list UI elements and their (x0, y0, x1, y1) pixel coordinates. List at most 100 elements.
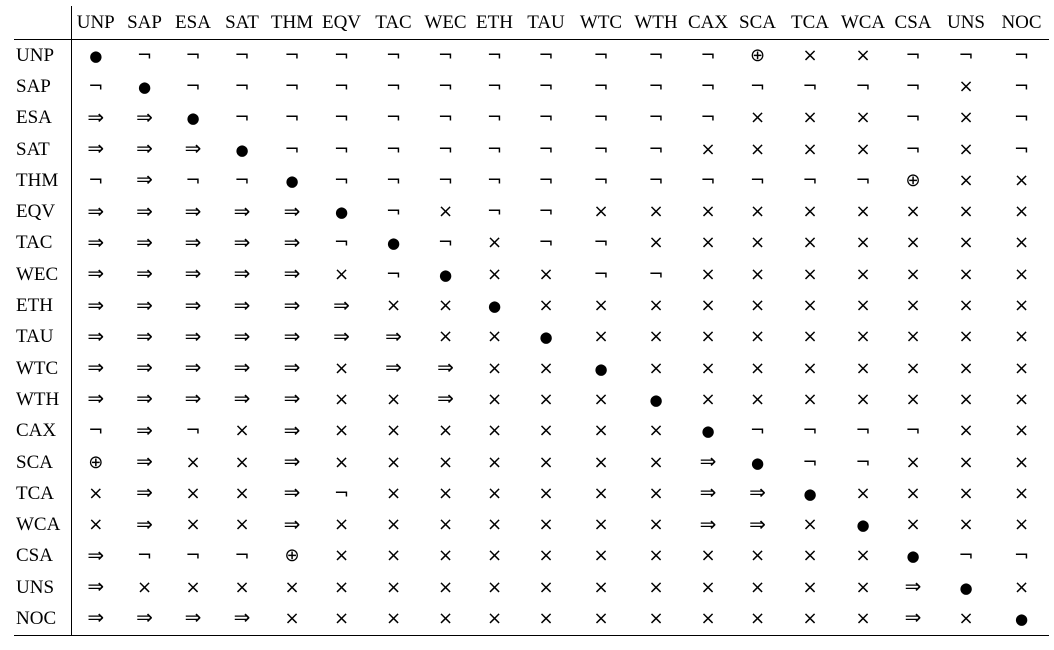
table-cell: ¬ (573, 40, 629, 72)
cross-symbol: × (855, 482, 871, 504)
cross-symbol: × (648, 420, 664, 442)
cross-symbol: × (333, 451, 350, 473)
implies-symbol: ⇒ (699, 449, 717, 473)
table-cell: ⇒ (217, 228, 267, 259)
table-cell: × (573, 384, 629, 415)
table-cell: × (366, 509, 421, 540)
neg-symbol: ¬ (700, 169, 716, 191)
table-cell: × (470, 384, 519, 415)
table-cell: × (938, 416, 994, 447)
table-cell: × (782, 103, 838, 134)
table-cell: ● (683, 416, 733, 447)
cross-symbol: × (593, 420, 609, 442)
table-cell: × (217, 416, 267, 447)
implies-symbol: ⇒ (283, 417, 301, 442)
table-cell: × (629, 290, 683, 321)
cross-symbol: × (593, 576, 609, 598)
table-cell: × (782, 541, 838, 572)
table-cell: × (470, 541, 519, 572)
cross-symbol: × (958, 107, 974, 129)
cross-symbol: × (749, 576, 766, 598)
table-cell: × (366, 572, 421, 603)
table-cell: × (994, 447, 1049, 478)
cross-symbol: × (905, 295, 921, 317)
table-cell: × (838, 384, 888, 415)
table-cell: × (573, 416, 629, 447)
table-cell: × (317, 353, 366, 384)
table-cell: ¬ (217, 40, 267, 72)
cross-symbol: × (538, 482, 554, 504)
cross-symbol: × (333, 357, 350, 379)
table-cell: × (317, 509, 366, 540)
table-cell: × (470, 509, 519, 540)
implies-symbol: ⇒ (87, 261, 105, 286)
table-cell: × (470, 259, 519, 290)
table-cell: × (994, 290, 1049, 321)
dot-symbol: ● (856, 516, 870, 535)
cross-symbol: × (1013, 576, 1030, 598)
neg-symbol: ¬ (284, 75, 300, 97)
table-cell: × (733, 134, 782, 165)
table-cell: ● (519, 322, 573, 353)
table-cell: ¬ (217, 541, 267, 572)
table-cell: ¬ (838, 71, 888, 102)
table-cell: × (782, 572, 838, 603)
table-cell: × (267, 572, 317, 603)
table-cell: ⇒ (267, 196, 317, 227)
table-cell: ⇒ (217, 259, 267, 290)
table-cell: ⇒ (267, 322, 317, 353)
row-header-thm: THM (14, 165, 72, 197)
table-cell: × (366, 478, 421, 509)
column-header-wth: WTH (629, 6, 683, 40)
cross-symbol: × (538, 451, 554, 473)
cross-symbol: × (538, 514, 554, 536)
table-cell: × (782, 322, 838, 353)
row-header-sat: SAT (14, 133, 72, 166)
table-cell: ¬ (366, 103, 421, 134)
table-cell: ¬ (573, 134, 629, 165)
table-cell: × (838, 259, 888, 290)
implies-symbol: ⇒ (699, 480, 717, 505)
table-cell: × (629, 478, 683, 509)
cross-symbol: × (802, 388, 818, 410)
table-cell: ⇒ (217, 290, 267, 321)
implies-symbol: ⇒ (283, 386, 301, 411)
table-cell: × (421, 322, 470, 353)
table-cell: ⇒ (120, 196, 169, 227)
table-cell: ⇒ (71, 228, 120, 259)
table-cell: ¬ (267, 103, 317, 134)
neg-symbol: ¬ (185, 44, 201, 66)
neg-symbol: ¬ (185, 169, 201, 191)
neg-symbol: ¬ (802, 75, 818, 97)
table-cell: × (838, 353, 888, 384)
table-cell: × (994, 196, 1049, 227)
row-header-wtc: WTC (14, 352, 72, 385)
table-cell: × (629, 447, 683, 478)
table-cell: × (733, 322, 782, 353)
table-cell: ⊕ (888, 165, 938, 196)
table-cell: × (366, 290, 421, 321)
cross-symbol: × (802, 607, 818, 629)
table-cell: ¬ (470, 196, 519, 227)
table-cell: ¬ (519, 196, 573, 227)
table-cell: ¬ (629, 259, 683, 290)
cross-symbol: × (855, 232, 871, 254)
cross-symbol: × (700, 357, 716, 379)
implies-symbol: ⇒ (283, 355, 301, 380)
row-header-eqv: EQV (14, 196, 72, 228)
table-cell: ¬ (267, 134, 317, 165)
dot-symbol: ● (750, 453, 765, 472)
table-cell: ⇒ (217, 322, 267, 353)
table-cell: ¬ (317, 103, 366, 134)
cross-symbol: × (1013, 482, 1030, 504)
table-cell: ¬ (217, 71, 267, 102)
cross-symbol: × (385, 514, 402, 536)
table-cell: × (782, 134, 838, 165)
neg-symbol: ¬ (437, 169, 454, 191)
table-cell: × (217, 572, 267, 603)
neg-symbol: ¬ (749, 420, 766, 442)
table-cell: × (519, 541, 573, 572)
neg-symbol: ¬ (437, 107, 454, 129)
table-cell: × (938, 478, 994, 509)
table-cell: × (317, 259, 366, 290)
